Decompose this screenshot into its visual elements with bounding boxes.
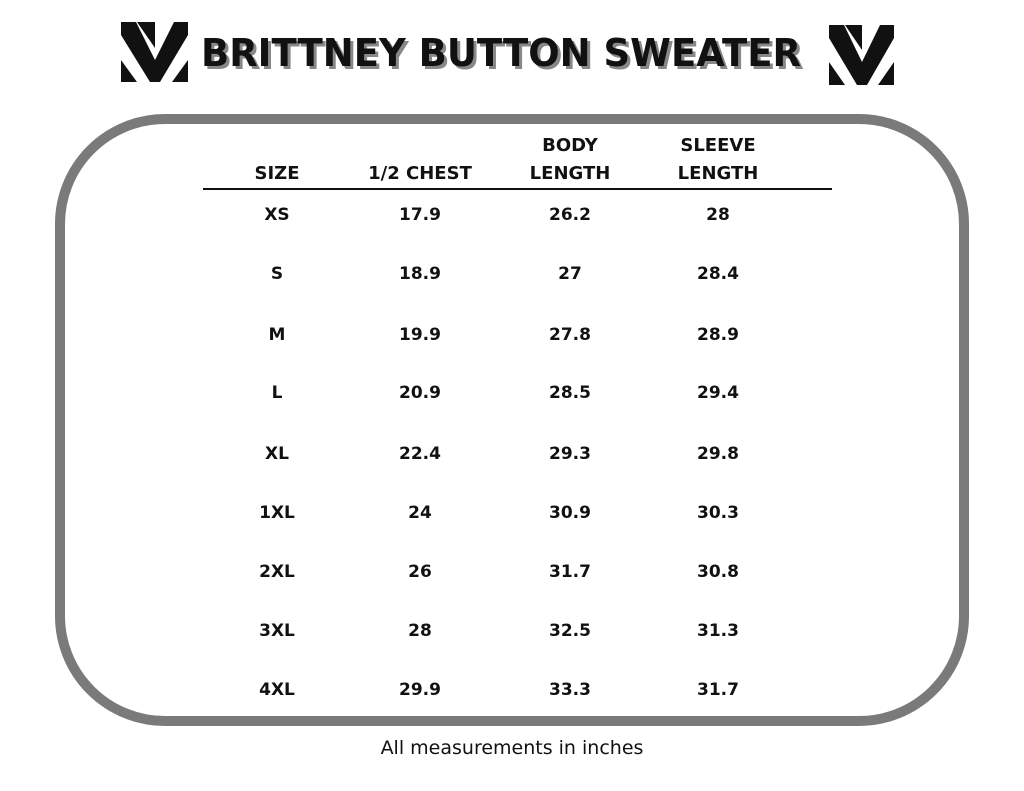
title: BRITTNEY BUTTON SWEATER — [201, 31, 801, 75]
size-cell: M — [268, 324, 286, 345]
title-shadow: BRITTNEY BUTTON SWEATER — [204, 34, 804, 78]
value-cell: 31.3 — [697, 620, 739, 641]
value-cell: 30.9 — [549, 503, 591, 523]
column-header: 1/2 CHEST — [368, 163, 472, 184]
value-cell: 30.3 — [697, 503, 739, 523]
size-cell: 3XL — [259, 620, 295, 641]
size-cell: 2XL — [259, 562, 295, 583]
value-cell: 19.9 — [399, 324, 441, 345]
value-cell: 28 — [706, 205, 730, 225]
value-cell: 28 — [408, 620, 432, 641]
value-cell: 31.7 — [549, 562, 591, 583]
value-cell: 29.4 — [697, 383, 739, 404]
column-header: SIZE — [254, 163, 300, 184]
value-cell: 17.9 — [399, 205, 441, 225]
size-cell: 4XL — [259, 680, 295, 701]
value-cell: 27.8 — [549, 324, 591, 345]
size-cell: S — [270, 264, 284, 285]
logo-right — [829, 25, 894, 85]
value-cell: 26.2 — [549, 205, 591, 225]
column-header: SLEEVE LENGTH — [677, 135, 759, 184]
size-cell: XS — [264, 205, 290, 225]
size-cell: 1XL — [259, 503, 295, 523]
value-cell: 24 — [408, 503, 432, 523]
column-header: BODY LENGTH — [529, 135, 611, 184]
value-cell: 18.9 — [399, 264, 441, 285]
size-cell: L — [271, 383, 283, 404]
value-cell: 27 — [558, 264, 582, 285]
value-cell: 28.5 — [549, 383, 591, 404]
value-cell: 33.3 — [549, 680, 591, 701]
value-cell: 30.8 — [697, 562, 739, 583]
value-cell: 22.4 — [399, 443, 441, 464]
logo-left — [121, 22, 188, 82]
size-cell: XL — [265, 443, 289, 464]
value-cell: 29.8 — [697, 443, 739, 464]
value-cell: 28.9 — [697, 324, 739, 345]
value-cell: 29.3 — [549, 443, 591, 464]
value-cell: 32.5 — [549, 620, 591, 641]
footer-note: All measurements in inches — [380, 737, 644, 759]
value-cell: 20.9 — [399, 383, 441, 404]
value-cell: 28.4 — [697, 264, 739, 285]
frame — [55, 114, 969, 726]
value-cell: 29.9 — [399, 680, 441, 701]
value-cell: 31.7 — [697, 680, 739, 701]
value-cell: 26 — [408, 562, 432, 583]
